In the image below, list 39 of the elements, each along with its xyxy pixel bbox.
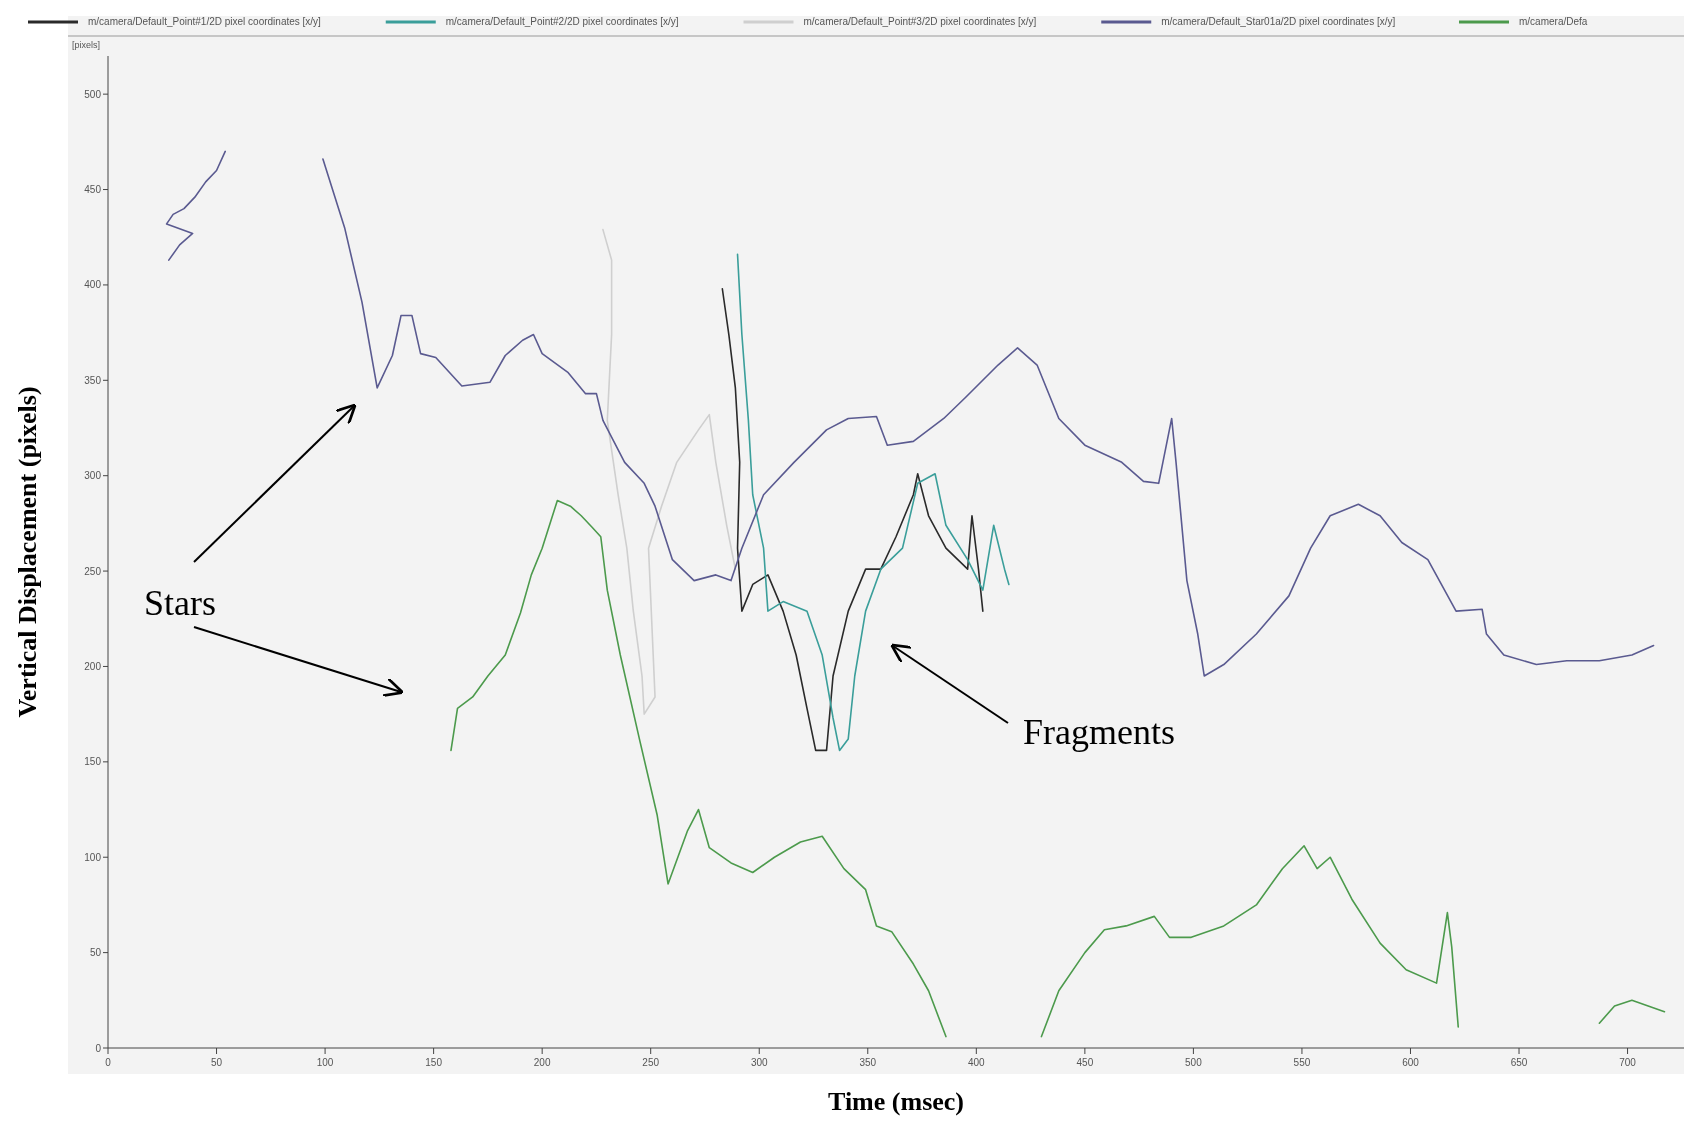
x-tick-label: 100 — [316, 1057, 334, 1068]
legend-label: m/camera/Default_Point#1/2D pixel coordinates [x/y] — [88, 16, 322, 27]
annotation: Stars — [144, 582, 216, 623]
line-series — [736, 253, 1010, 752]
y-axis-title: Vertical Displacement (pixels) — [13, 386, 42, 718]
x-tick-label: 150 — [425, 1057, 443, 1068]
x-axis-title: Time (msec) — [828, 1087, 964, 1116]
legend-label: m/camera/Default_Point#3/2D pixel coordinates [x/y] — [803, 16, 1037, 27]
legend-label: m/camera/Default_Point#2/2D pixel coordinates [x/y] — [445, 16, 679, 27]
y-tick-label: 100 — [84, 851, 102, 863]
y-tick-label: 500 — [84, 88, 102, 100]
y-tick-label: 150 — [84, 756, 102, 768]
x-tick-label: 350 — [859, 1057, 877, 1068]
x-tick-label: 700 — [1619, 1057, 1637, 1068]
x-tick-label: 500 — [1185, 1057, 1203, 1068]
x-tick-label: 400 — [967, 1057, 986, 1068]
line-series — [721, 287, 984, 752]
x-tick-label: 600 — [1402, 1057, 1420, 1068]
x-tick-label: 300 — [750, 1057, 769, 1068]
y-tick-label: 400 — [84, 279, 102, 291]
y-tick-label: 50 — [89, 947, 102, 959]
y-tick-label: 200 — [84, 660, 102, 672]
text: [pixels] — [72, 40, 101, 50]
y-tick-label: 250 — [84, 565, 102, 577]
y-tick-label: 350 — [84, 374, 102, 386]
x-tick-label: 0 — [105, 1057, 112, 1068]
line-series — [602, 228, 737, 715]
y-tick-label: 450 — [84, 184, 102, 196]
x-tick-label: 550 — [1293, 1057, 1311, 1068]
annotation: Fragments — [1023, 711, 1175, 752]
x-tick-label: 650 — [1510, 1057, 1528, 1068]
y-tick-label: 300 — [84, 470, 102, 482]
x-tick-label: 50 — [210, 1057, 223, 1068]
legend-label: m/camera/Defa — [1519, 16, 1588, 27]
x-tick-label: 450 — [1076, 1057, 1094, 1068]
y-tick-label: 0 — [95, 1042, 102, 1054]
x-tick-label: 250 — [642, 1057, 660, 1068]
x-tick-label: 200 — [533, 1057, 551, 1068]
legend-label: m/camera/Default_Star01a/2D pixel coordinates [x/y] — [1161, 16, 1396, 27]
